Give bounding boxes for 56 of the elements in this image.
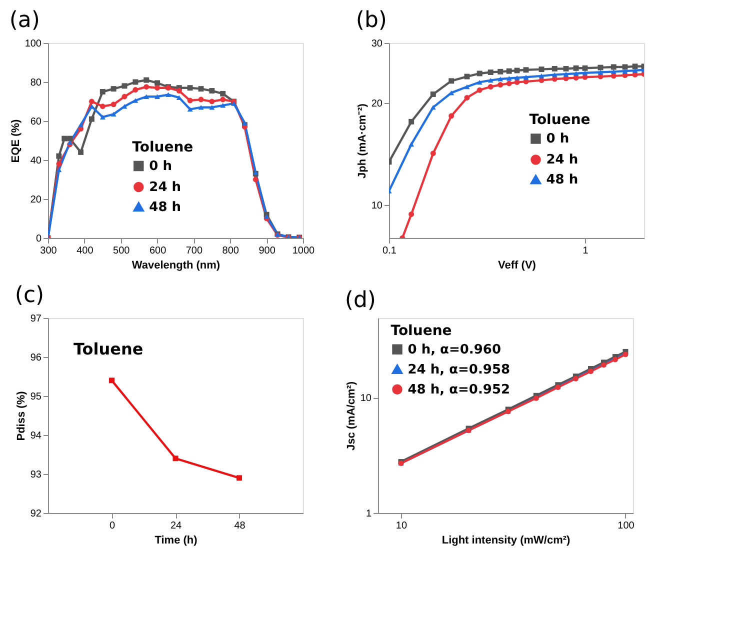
x-tick-label: 900 xyxy=(258,246,276,256)
legend-label: 24 h, α=0.958 xyxy=(408,362,510,378)
x-axis-title: Time (h) xyxy=(154,534,198,546)
x-tick-label: 10 xyxy=(396,520,408,532)
chart-title: (b) xyxy=(356,8,388,33)
legend-label: 48 h xyxy=(546,172,578,188)
y-tick-label: 1 xyxy=(366,508,372,520)
x-axis-title: Wavelength (nm) xyxy=(132,260,220,272)
legend-label: 0 h xyxy=(149,159,172,174)
x-tick-label: 1 xyxy=(582,246,589,256)
x-tick-label: 1000 xyxy=(292,246,316,256)
y-axis-title: EQE (%) xyxy=(10,118,22,163)
annotation: Toluene xyxy=(74,339,144,358)
x-tick-label: 0.1 xyxy=(382,246,397,256)
y-tick-label: 40 xyxy=(30,156,42,166)
y-tick-label: 92 xyxy=(30,508,42,520)
x-tick-label: 0 xyxy=(109,520,116,532)
y-tick-label: 80 xyxy=(30,78,42,88)
x-tick-label: 100 xyxy=(618,520,635,532)
chart-title: (c) xyxy=(14,283,44,308)
legend-label: 48 h, α=0.952 xyxy=(408,382,510,398)
x-axis-title: Light intensity (mW/cm²) xyxy=(442,534,570,546)
y-tick-label: 94 xyxy=(30,430,42,442)
x-tick-label: 500 xyxy=(113,246,130,256)
y-axis-title: Jsc (mA/cm²) xyxy=(345,381,358,451)
legend-label: 48 h xyxy=(149,200,182,215)
y-tick-label: 93 xyxy=(30,470,42,480)
x-tick-label: 300 xyxy=(40,246,58,256)
x-tick-label: 24 xyxy=(170,520,182,532)
chart-title: (a) xyxy=(9,8,40,33)
y-tick-label: 60 xyxy=(30,116,42,128)
legend-title: Toluene xyxy=(529,112,590,128)
legend-label: 24 h xyxy=(546,152,578,168)
y-tick-label: 20 xyxy=(371,98,383,110)
y-tick-label: 96 xyxy=(30,352,42,364)
x-tick-label: 48 xyxy=(234,520,246,532)
x-tick-label: 400 xyxy=(76,246,94,256)
y-tick-label: 30 xyxy=(371,38,383,50)
y-tick-label: 97 xyxy=(30,314,42,324)
y-axis-title: Pdiss (%) xyxy=(15,390,28,441)
x-axis-title: Veff (V) xyxy=(498,260,536,272)
y-tick-label: 20 xyxy=(30,194,42,206)
legend-label: 24 h xyxy=(149,180,182,195)
legend-label: 0 h, α=0.960 xyxy=(408,342,501,358)
y-tick-label: 10 xyxy=(371,200,383,212)
x-tick-label: 600 xyxy=(149,246,167,256)
x-tick-label: 700 xyxy=(186,246,203,256)
legend-title: Toluene xyxy=(132,140,194,156)
x-tick-label: 800 xyxy=(222,246,240,256)
y-tick-label: 95 xyxy=(30,392,42,402)
legend-label: 0 h xyxy=(546,132,570,147)
legend-title: Toluene xyxy=(390,322,452,339)
y-axis-title: Jph (mA·cm⁻²) xyxy=(356,103,368,178)
y-tick-label: 100 xyxy=(24,38,42,50)
chart-title: (d) xyxy=(344,288,376,313)
y-tick-label: 0 xyxy=(36,234,42,244)
